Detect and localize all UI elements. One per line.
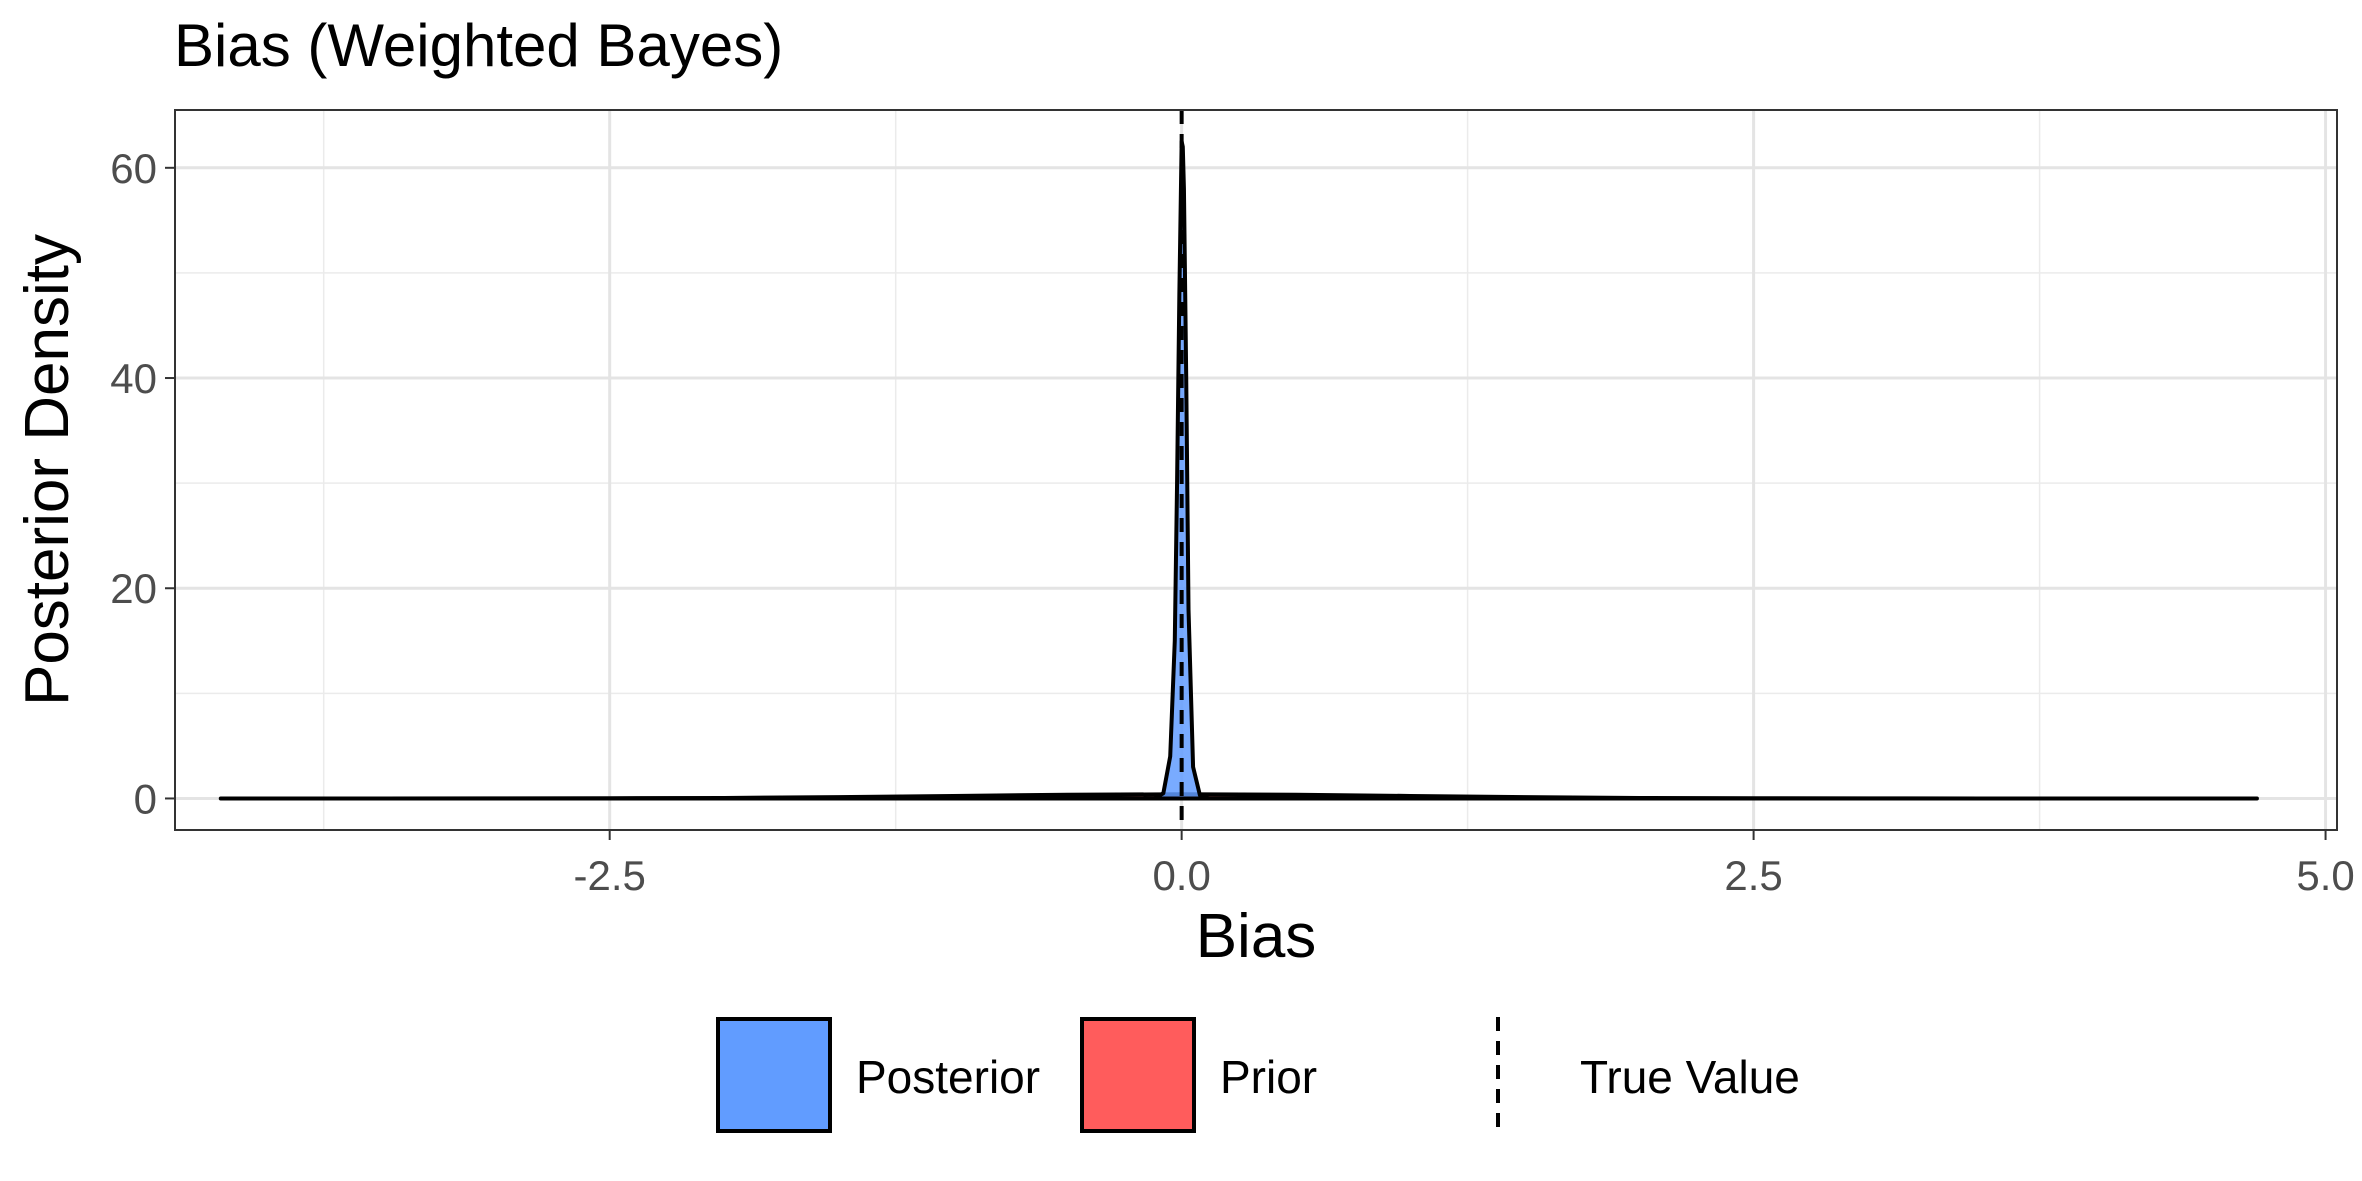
x-axis-title: Bias xyxy=(1196,902,1317,971)
y-tick-label: 60 xyxy=(110,145,157,192)
grid-minor xyxy=(175,110,2337,830)
legend-label-posterior: Posterior xyxy=(856,1051,1040,1103)
x-tick-label: 2.5 xyxy=(1724,852,1782,899)
y-tick-label: 0 xyxy=(134,775,157,822)
y-tick-label: 20 xyxy=(110,565,157,612)
y-axis-title: Posterior Density xyxy=(13,234,82,706)
y-tick-label: 40 xyxy=(110,355,157,402)
legend-label-true-value: True Value xyxy=(1580,1051,1800,1103)
x-tick-label: 5.0 xyxy=(2296,852,2354,899)
plot-panel xyxy=(174,109,2338,831)
legend: Posterior Prior True Value xyxy=(716,1017,1800,1135)
x-axis: -2.5 0.0 2.5 5.0 xyxy=(574,830,2355,899)
x-tick-label: -2.5 xyxy=(574,852,646,899)
legend-key-prior xyxy=(1080,1017,1196,1133)
legend-key-posterior xyxy=(716,1017,832,1133)
plot-background xyxy=(175,110,2337,830)
plot-border xyxy=(174,109,2338,831)
x-tick-label: 0.0 xyxy=(1152,852,1210,899)
legend-label-prior: Prior xyxy=(1220,1051,1317,1103)
density-area-prior xyxy=(218,792,2259,801)
chart-title: Bias (Weighted Bayes) xyxy=(174,12,783,79)
y-axis: 0 20 40 60 xyxy=(110,145,175,822)
